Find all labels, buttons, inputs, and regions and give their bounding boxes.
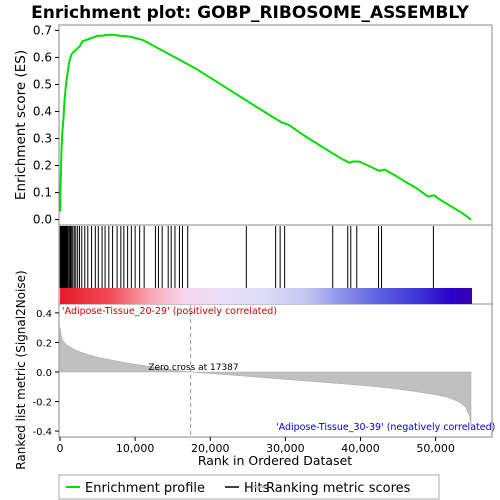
es-y-tick-label: 0.6	[33, 50, 52, 64]
es-y-tick-label: 0.1	[33, 186, 52, 200]
x-tick-label: 30,000	[266, 442, 305, 455]
ranking-metric-area	[59, 327, 472, 426]
x-tick-label: 10,000	[116, 442, 155, 455]
negative-correlation-label: 'Adipose-Tissue_30-39' (negatively corre…	[276, 422, 495, 433]
legend-ranking-label: Ranking metric scores	[266, 481, 411, 496]
x-tick-label: 0	[57, 442, 64, 455]
rank-y-tick-label: 0.4	[36, 309, 52, 320]
enrichment-profile-line	[59, 33, 472, 221]
es-y-tick-label: 0.7	[33, 23, 52, 37]
x-tick-label: 20,000	[191, 442, 230, 455]
legend-box	[58, 474, 440, 500]
es-y-tick-label: 0.3	[33, 132, 52, 146]
rank-y-tick-label: 0.2	[36, 338, 52, 349]
legend-hits-label: Hits	[244, 481, 269, 496]
zero-cross-label: Zero cross at 17387	[148, 363, 238, 373]
es-y-tick-label: 0.4	[33, 104, 52, 118]
rank-y-axis-label: Ranked list metric (Signal2Noise)	[14, 270, 28, 469]
positive-correlation-label: 'Adipose-Tissue_20-29' (positively corre…	[62, 306, 277, 317]
es-y-tick-label: 0.2	[33, 159, 52, 173]
ranking-heatmap-strip	[60, 288, 472, 304]
x-tick-label: 50,000	[416, 442, 455, 455]
rank-y-tick-label: 0.0	[36, 368, 52, 379]
legend-enrichment-label: Enrichment profile	[85, 481, 205, 496]
es-y-tick-label: 0.0	[33, 213, 52, 227]
chart-title: Enrichment plot: GOBP_RIBOSOME_ASSEMBLY	[31, 3, 469, 23]
es-y-axis-label: Enrichment score (ES)	[13, 50, 29, 200]
es-y-tick-label: 0.5	[33, 77, 52, 91]
rank-y-tick-label: -0.4	[32, 427, 52, 438]
x-tick-label: 40,000	[341, 442, 380, 455]
x-axis-label: Rank in Ordered Dataset	[198, 453, 352, 468]
rank-y-tick-label: -0.2	[32, 398, 52, 409]
